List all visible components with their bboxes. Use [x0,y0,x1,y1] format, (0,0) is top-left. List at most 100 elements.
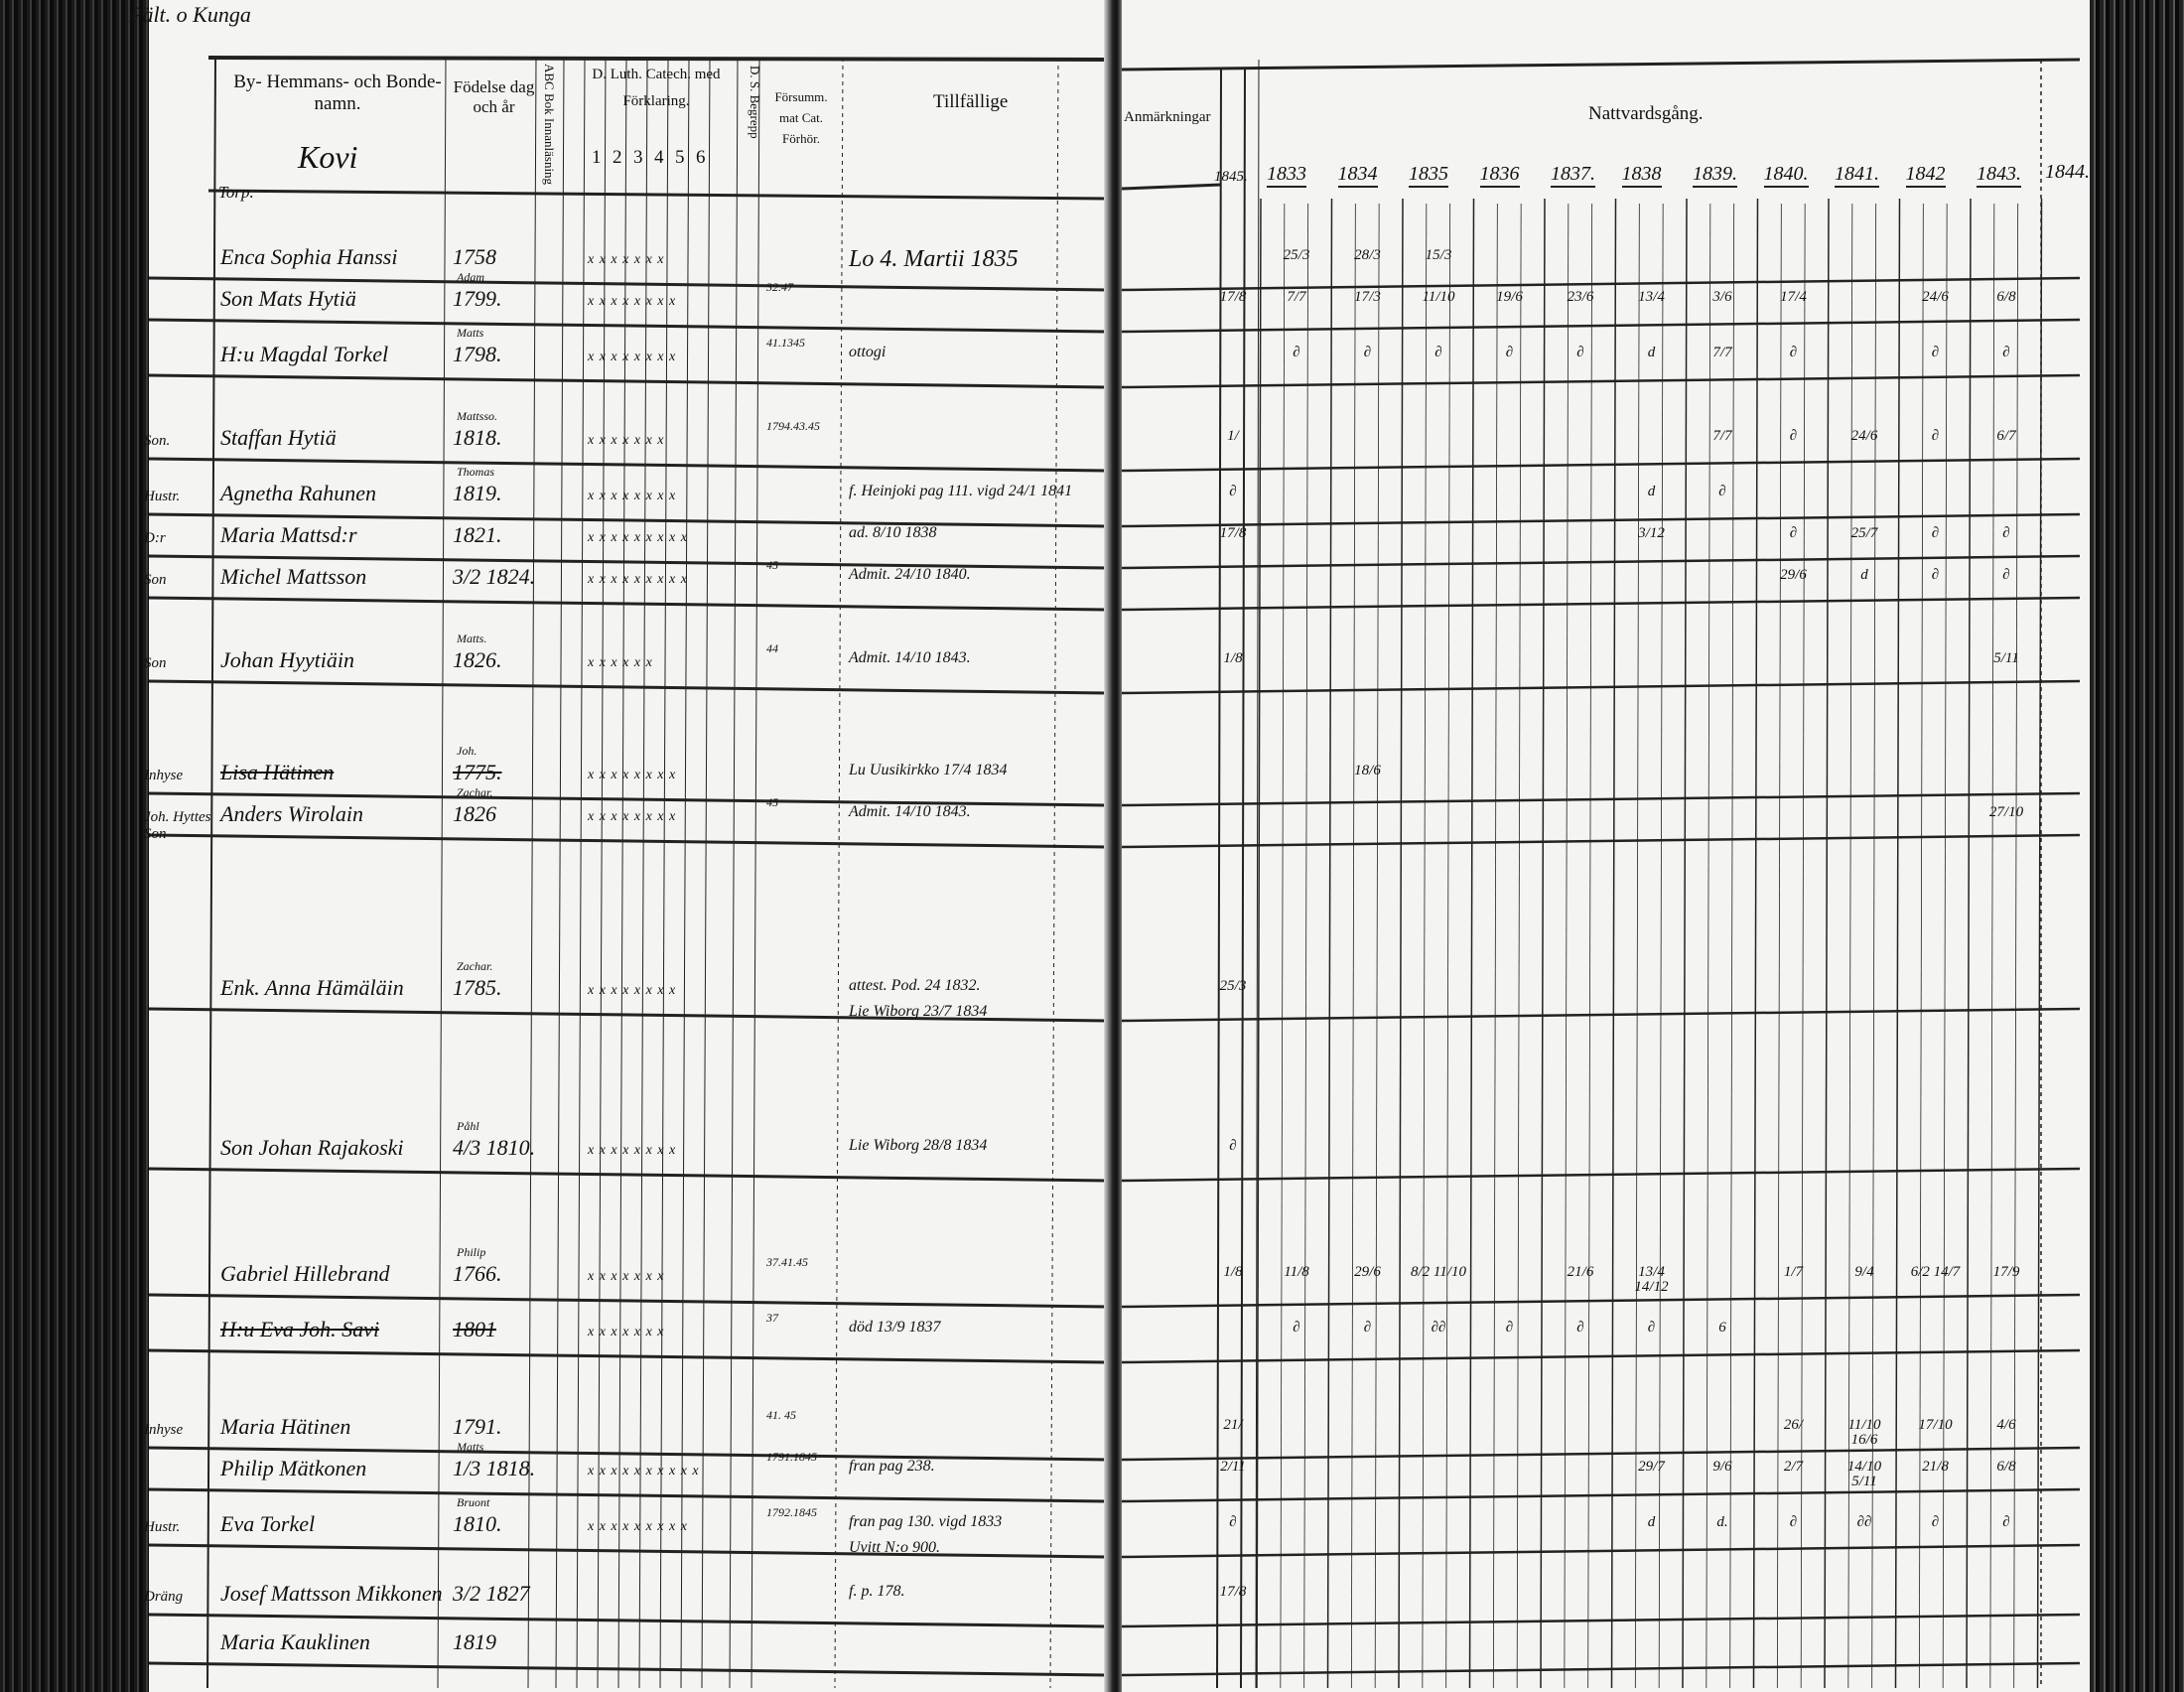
year-column-header: 1841. [1835,163,1879,188]
rule-line [1122,1293,2081,1309]
birth-year: 3/2 1824. [453,564,536,589]
rule-line [1122,457,2081,473]
catech-col-number: 1 [592,147,602,168]
rule-line [1122,1446,2081,1462]
remark-note: död 13/9 1837 [849,1319,941,1336]
rule-line [1918,203,1924,1689]
rule-line [149,373,1108,389]
forhor-years: 45 [766,795,778,809]
communion-mark: ∂ [2002,1514,2010,1530]
person-name: H:u Magdal Torkel [220,342,389,366]
catechism-marks: x x x x x x x x [588,983,677,998]
communion-mark-1845: 21/ [1223,1417,1243,1433]
rule-line [1682,198,1688,1689]
rule-line [1422,203,1428,1689]
birth-year: 1810. [453,1511,502,1536]
communion-mark: 3/6 [1712,289,1732,305]
rule-line [527,57,537,1689]
rule-line [207,189,1108,201]
father-name: Joh. [457,744,478,758]
rule-line [149,1446,1108,1462]
header-abc: ABC Bok Innanläsning [542,64,557,186]
communion-mark-1845: 1/ [1227,428,1239,444]
birth-year: 1801 [453,1317,496,1341]
communion-mark: ∂ [1576,345,1584,360]
catechism-marks: x x x x x x x [588,1325,665,1340]
rule-line [1122,791,2081,807]
person-name: Enca Sophia Hanssi [220,244,398,269]
rule-line [1894,198,1901,1689]
father-name: Påhl [457,1119,479,1133]
communion-mark: 18/6 [1354,763,1381,778]
remark-note: Admit. 14/10 1843. [849,649,971,666]
rule-line [1122,512,2081,528]
row-margin-note: Inhyse [144,768,184,783]
year-column-header: 1842 [1905,163,1946,188]
catechism-marks: x x x x x x x x [588,809,677,824]
catechism-marks: x x x x x x x x [588,1143,677,1158]
rule-line [207,56,1108,62]
rule-line [1564,203,1570,1689]
rule-line [1122,679,2081,695]
rule-line [834,57,844,1689]
communion-mark: 7/7 [1712,345,1732,360]
rule-line [1122,318,2081,334]
communion-mark: d [1647,1514,1656,1530]
person-name: Philip Mätkonen [220,1456,367,1480]
communion-mark: ∂ [1434,345,1442,360]
rule-line [1122,1487,2081,1503]
communion-mark: ∂ [1505,345,1514,360]
communion-mark: 11/8 [1284,1264,1309,1280]
communion-mark: ∂ [1931,428,1940,444]
remark-note: ottogi [849,344,887,360]
section-label: Torp. [218,183,254,202]
year-column-header: 1838 [1621,163,1662,188]
communion-mark: 15/3 [1425,247,1452,263]
header-catech: D. Luth. Catech. med Förklaring. [592,67,721,109]
rule-line [1492,203,1498,1689]
person-name: Gabriel Hillebrand [220,1261,390,1286]
rule-line [555,57,565,1689]
rule-line [149,1007,1108,1023]
rule-line [1634,203,1640,1689]
forhor-years: 1791.1845 [766,1450,817,1464]
communion-mark: ∂ [1363,1320,1372,1336]
birth-year: 1826. [453,647,502,672]
rule-line [1800,203,1806,1689]
rule-line [149,554,1108,570]
communion-mark: 29/6 [1354,1264,1381,1280]
rule-line [149,1348,1108,1364]
rule-line [1122,1613,2081,1628]
communion-mark: 19/6 [1496,289,1523,305]
communion-mark: ∂ [1576,1320,1584,1336]
person-name: Michel Mattsson [220,564,367,589]
remark-note: Lie Wiborg 28/8 1834 [849,1137,988,1154]
father-name: Thomas [457,465,495,479]
communion-mark: 8/2 11/10 [1411,1264,1466,1280]
communion-mark: ∂ [1931,345,1940,360]
rule-line [638,57,648,1689]
catechism-marks: x x x x x x x x x x [588,1464,700,1479]
rule-line [437,57,447,1689]
father-name: Matts [457,1440,484,1454]
forhor-years: 1794.43.45 [766,419,820,433]
remark-note: fran pag 130. vigd 1833 [849,1513,1003,1530]
rule-line [149,596,1108,612]
communion-mark: ∂∂ [1431,1320,1446,1336]
communion-mark-1845: 1/8 [1223,650,1243,666]
year-column-header: 1833 [1267,163,1306,188]
father-name: Matts. [457,632,487,645]
catechism-marks: x x x x x x x x [588,350,677,364]
right-page-grid [1122,58,2081,1689]
communion-mark: 29/7 [1638,1459,1665,1475]
rule-line [1122,1167,2081,1183]
father-name: Mattsso. [457,409,498,423]
communion-mark: ∂ [1363,345,1372,360]
rule-line [1122,183,1222,191]
forhor-years: 41.1345 [766,336,805,350]
father-name: Zachar. [457,959,493,973]
communion-mark-1845: 17/8 [1219,1584,1247,1600]
forhor-years: 37 [766,1311,778,1325]
village-name: Kovi [298,139,358,175]
catechism-marks: x x x x x x x x [588,294,677,309]
